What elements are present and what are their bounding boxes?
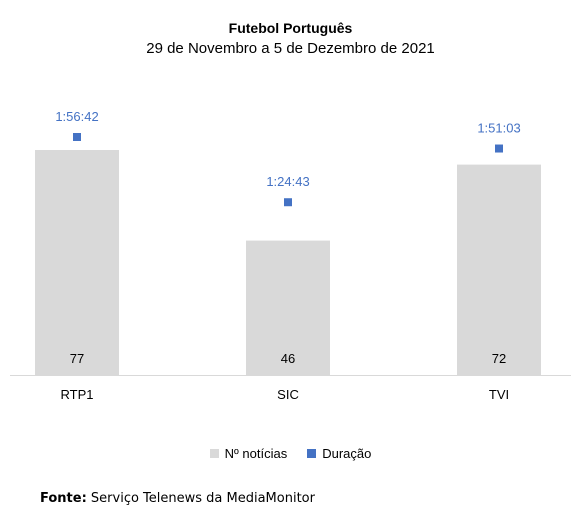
bar-tvi	[457, 164, 541, 375]
bar-value-label-rtp1: 77	[70, 351, 84, 366]
duration-marker-tvi	[495, 144, 503, 153]
duration-marker-rtp1	[73, 133, 81, 141]
duration-marker-sic	[284, 198, 292, 207]
chart-title: Futebol Português	[228, 20, 353, 36]
x-tick-label-sic: SIC	[277, 387, 299, 402]
legend-item-duracao: Duração	[307, 446, 371, 461]
legend-swatch-noticias	[209, 449, 219, 458]
x-tick-label-rtp1: RTP1	[61, 387, 94, 402]
source-note: Fonte: Serviço Telenews da MediaMonitor	[40, 491, 315, 506]
legend-label-noticias: Nº notícias	[224, 446, 288, 461]
bar-sic	[246, 240, 330, 375]
legend: Nº notícias Duração	[0, 446, 581, 461]
source-label: Fonte:	[40, 491, 87, 506]
legend-swatch-duracao	[307, 449, 317, 458]
duration-label-sic: 1:24:43	[266, 174, 309, 189]
duration-label-rtp1: 1:56:42	[55, 109, 98, 124]
bar-rtp1	[35, 150, 119, 375]
chart-subtitle: 29 de Novembro a 5 de Dezembro de 2021	[146, 40, 435, 57]
legend-label-duracao: Duração	[322, 446, 372, 461]
bar-value-label-tvi: 72	[492, 351, 506, 366]
legend-item-noticias: Nº notícias	[209, 446, 288, 461]
duration-label-tvi: 1:51:03	[477, 121, 520, 136]
source-text: Serviço Telenews da MediaMonitor	[86, 491, 315, 506]
bar-value-label-sic: 46	[281, 351, 295, 366]
x-tick-label-tvi: TVI	[489, 387, 509, 402]
